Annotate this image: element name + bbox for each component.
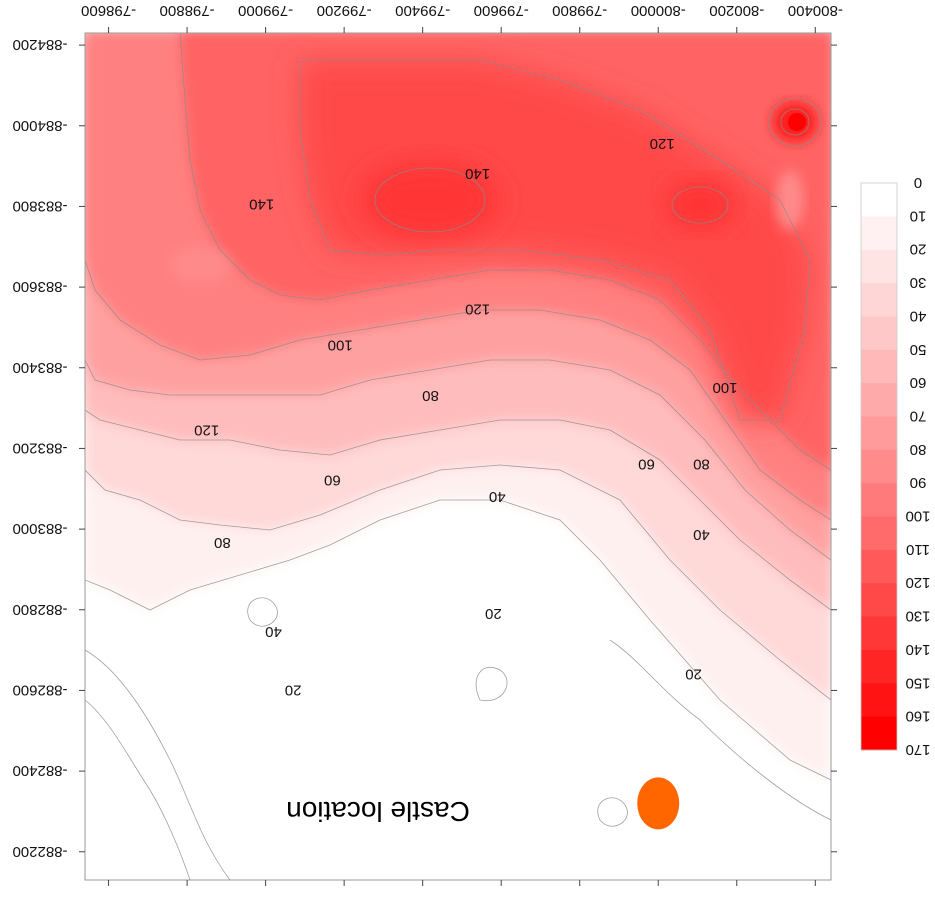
colorbar-swatch	[861, 616, 897, 651]
contour-label: 80	[422, 387, 439, 404]
contour-label: 20	[285, 681, 302, 698]
y-tick-label: -884200	[12, 36, 67, 53]
colorbar-swatch	[861, 549, 897, 584]
colorbar-label: 150	[905, 674, 930, 691]
colorbar-swatch	[861, 316, 897, 351]
rotated-plot-group: -800400 -800200 -800000 -799800 -799600 -7994…	[12, 2, 931, 886]
low-pocket-left	[170, 247, 230, 283]
contour-label: 40	[489, 488, 506, 505]
colorbar-label: 110	[906, 541, 930, 558]
colorbar-swatch	[861, 683, 897, 718]
colorbar-swatch	[861, 383, 897, 417]
colorbar-swatch	[861, 449, 897, 484]
axis-ticks	[79, 27, 837, 886]
contour-label: 100	[328, 337, 353, 354]
contour-label: 20	[685, 665, 702, 682]
contour-label: 140	[465, 165, 490, 182]
y-tick-label: -882400	[12, 762, 67, 779]
plot-frame	[84, 32, 832, 881]
marker-group: Castle location	[286, 777, 680, 830]
contour-label: 20	[485, 605, 502, 622]
colorbar-label: 70	[910, 407, 927, 424]
colorbar-label: 90	[910, 474, 927, 491]
contour-label: 60	[638, 456, 655, 473]
x-tick-label: -799400	[395, 2, 450, 19]
colorbar-label: 40	[910, 307, 927, 324]
y-tick-label: -884000	[12, 117, 67, 134]
colorbar-swatch	[861, 516, 897, 551]
x-tick-label: -799600	[474, 2, 529, 19]
y-tick-labels: -884200 -884000 -883800 -883600 -883400 -8832…	[12, 36, 67, 860]
contour-label: 40	[693, 526, 710, 543]
colorbar-label: 60	[910, 374, 927, 391]
colorbar-label: 20	[910, 241, 927, 258]
castle-label: Castle location	[286, 796, 470, 827]
y-tick-label: -882800	[12, 601, 67, 618]
contour-label: 120	[194, 421, 219, 438]
y-tick-label: -883800	[12, 197, 67, 214]
band-140	[300, 60, 810, 420]
contour-label: 140	[249, 195, 274, 212]
contour-lines	[85, 33, 831, 880]
colorbar-swatch	[861, 583, 897, 618]
contour-labels: 120 140 140 120 100 100 80 120 80 60 60 40 40 80 20 40 2…	[194, 135, 737, 699]
y-tick-label: -883600	[12, 278, 67, 295]
peak-blob-edge-core	[788, 113, 806, 131]
colorbar-swatch	[861, 183, 897, 217]
colorbar-swatch	[861, 249, 897, 284]
contour-fill-field	[85, 33, 831, 880]
x-tick-label: -798800	[160, 2, 215, 19]
low-pocket-right	[776, 170, 804, 230]
peak-blob-right	[665, 180, 735, 230]
colorbar-label: 30	[910, 274, 927, 291]
x-tick-label: -800400	[788, 2, 843, 19]
peak-blob-center	[360, 160, 500, 240]
colorbar-swatch	[861, 483, 897, 518]
y-tick-label: -883400	[12, 359, 67, 376]
colorbar-label: 100	[905, 508, 930, 525]
y-tick-label: -882200	[12, 843, 67, 860]
castle-marker	[637, 777, 680, 830]
contour-label: 120	[650, 135, 675, 152]
colorbar-label: 130	[905, 608, 930, 625]
colorbar-swatch	[861, 283, 897, 317]
contour-label: 100	[712, 379, 737, 396]
y-tick-label: -883200	[12, 439, 67, 456]
colorbar: 0 10 20 30 40 50 60 70 80 90 100 110 120 130 140 150 160…	[860, 174, 931, 758]
y-tick-label: -882600	[12, 681, 67, 698]
x-tick-label: -798600	[81, 2, 136, 19]
colorbar-label: 10	[910, 207, 927, 224]
colorbar-swatch	[861, 416, 897, 451]
colorbar-label: 50	[910, 341, 927, 358]
colorbar-label: 160	[905, 708, 930, 725]
x-tick-label: -800000	[631, 2, 686, 19]
contour-label: 40	[265, 623, 282, 640]
contour-label: 60	[324, 472, 341, 489]
contour-label: 80	[693, 456, 710, 473]
contour-label: 120	[465, 300, 490, 317]
contour-label: 80	[214, 534, 231, 551]
colorbar-label: 0	[914, 174, 922, 191]
x-tick-label: -799200	[317, 2, 372, 19]
colorbar-frame	[860, 182, 898, 751]
colorbar-label: 80	[910, 441, 927, 458]
x-tick-label: -799000	[238, 2, 293, 19]
colorbar-swatch	[861, 716, 897, 751]
y-tick-label: -883000	[12, 520, 67, 537]
colorbar-label: 170	[905, 741, 930, 758]
colorbar-label: 120	[905, 574, 930, 591]
colorbar-swatch	[861, 649, 897, 684]
colorbar-label: 140	[905, 641, 930, 658]
colorbar-swatch	[861, 216, 897, 251]
x-tick-label: -799800	[552, 2, 607, 19]
x-tick-label: -800200	[709, 2, 764, 19]
colorbar-swatch	[861, 349, 897, 384]
x-tick-labels: -800400 -800200 -800000 -799800 -799600 -7994…	[81, 2, 843, 19]
